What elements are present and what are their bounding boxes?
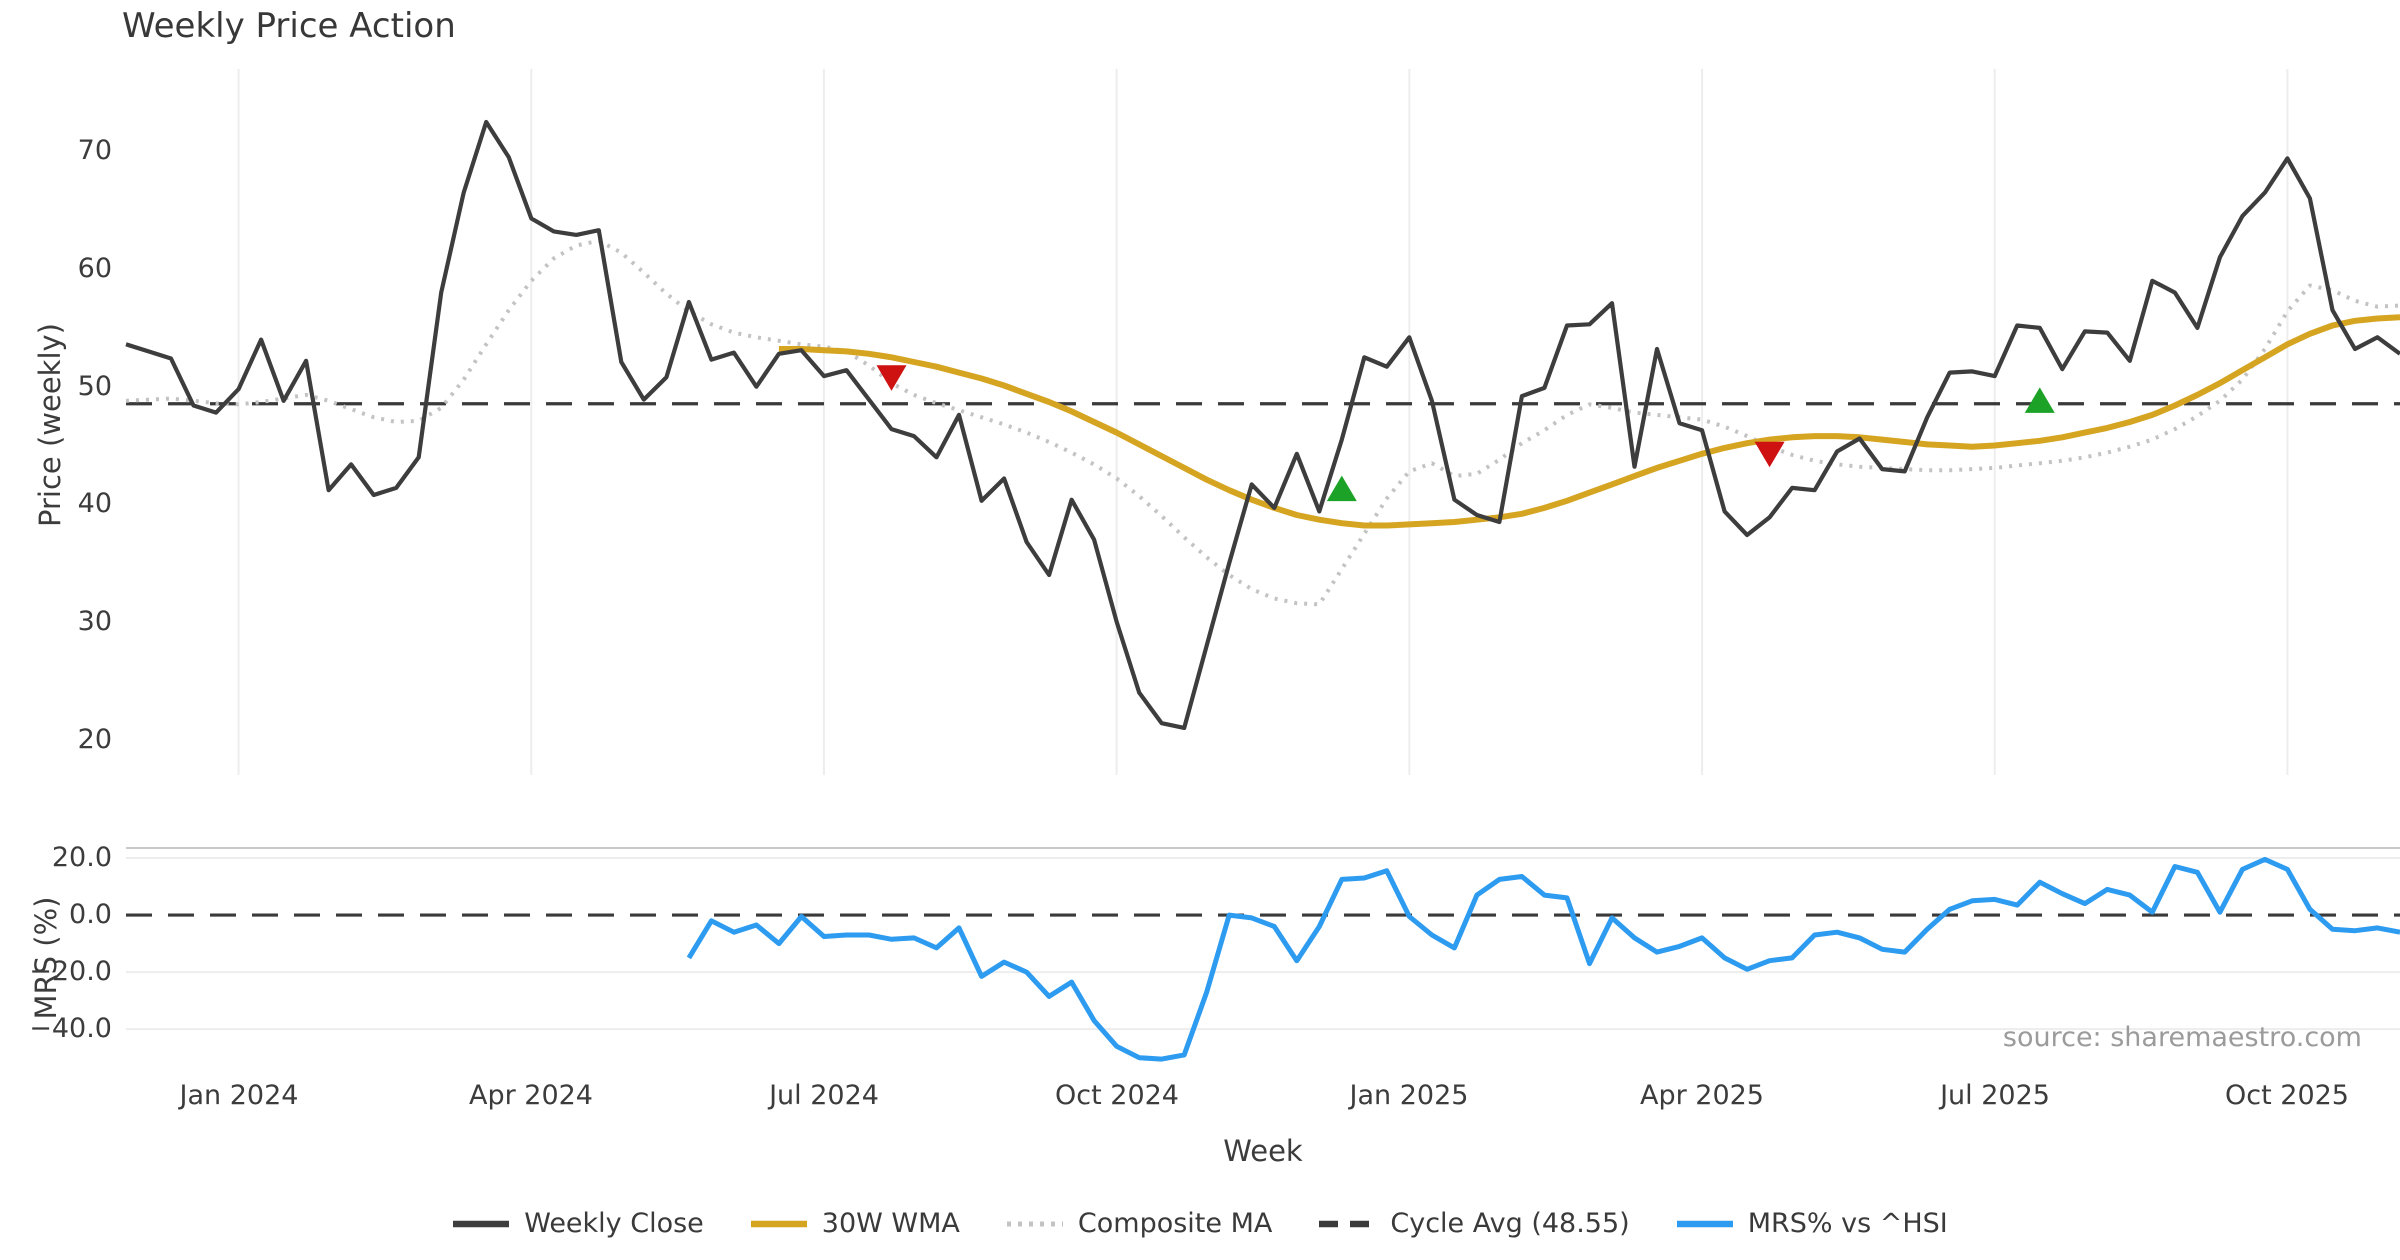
legend-item: Weekly Close <box>452 1208 704 1239</box>
buy-signal-marker <box>2024 387 2055 413</box>
x-tick-label: Apr 2024 <box>468 1080 593 1111</box>
chart-title: Weekly Price Action <box>122 6 456 46</box>
price-y-tick-label: 50 <box>77 371 112 402</box>
legend-swatch-dashed-line-icon <box>1319 1220 1376 1227</box>
sell-signal-marker <box>876 365 907 391</box>
mrs-y-tick-label: −20.0 <box>29 956 112 987</box>
legend-label: Cycle Avg (48.55) <box>1390 1208 1630 1239</box>
legend-item: Cycle Avg (48.55) <box>1318 1208 1630 1239</box>
x-tick-label: Oct 2025 <box>2225 1080 2349 1111</box>
legend-item: MRS% vs ^HSI <box>1676 1208 1948 1239</box>
legend-item: Composite MA <box>1006 1208 1272 1239</box>
price-y-tick-label: 20 <box>77 724 112 755</box>
composite-ma-line <box>125 238 2400 607</box>
wma-30w-line <box>778 314 2400 529</box>
x-tick-label: Jul 2024 <box>769 1080 879 1111</box>
x-axis-title: Week <box>1223 1134 1303 1168</box>
x-tick-label: Jul 2025 <box>1940 1080 2050 1111</box>
source-note: source: sharemaestro.com <box>2002 1022 2362 1053</box>
x-tick-label: Jan 2025 <box>1349 1080 1469 1111</box>
price-y-tick-label: 70 <box>77 135 112 166</box>
mrs-y-tick-label: −40.0 <box>29 1013 112 1044</box>
legend-label: MRS% vs ^HSI <box>1747 1208 1948 1239</box>
legend-label: Weekly Close <box>524 1208 704 1239</box>
price-y-tick-label: 30 <box>77 606 112 637</box>
legend-swatch-solid-line-icon <box>1676 1220 1733 1227</box>
price-y-tick-label: 60 <box>77 253 112 284</box>
sell-signal-marker <box>1754 441 1785 468</box>
x-tick-label: Apr 2025 <box>1639 1080 1764 1111</box>
price-y-tick-label: 40 <box>77 488 112 519</box>
mrs-y-tick-label: 20.0 <box>51 842 112 873</box>
legend-swatch-dotted-line-icon <box>1006 1221 1063 1226</box>
mrs-line <box>686 856 2400 1062</box>
legend-item: 30W WMA <box>750 1208 960 1239</box>
legend-swatch-solid-line-icon <box>750 1220 807 1227</box>
buy-signal-marker <box>1326 475 1357 502</box>
mrs-y-tick-label: 0.0 <box>69 899 112 930</box>
x-tick-label: Jan 2024 <box>179 1080 299 1111</box>
legend: Weekly Close 30W WMA Composite MA Cycle Avg… <box>0 1208 2400 1239</box>
legend-label: Composite MA <box>1077 1208 1273 1239</box>
legend-swatch-solid-line-icon <box>453 1220 510 1227</box>
x-tick-label: Oct 2024 <box>1055 1080 1179 1111</box>
weekly-close-line <box>125 119 2400 731</box>
legend-label: 30W WMA <box>821 1208 960 1239</box>
